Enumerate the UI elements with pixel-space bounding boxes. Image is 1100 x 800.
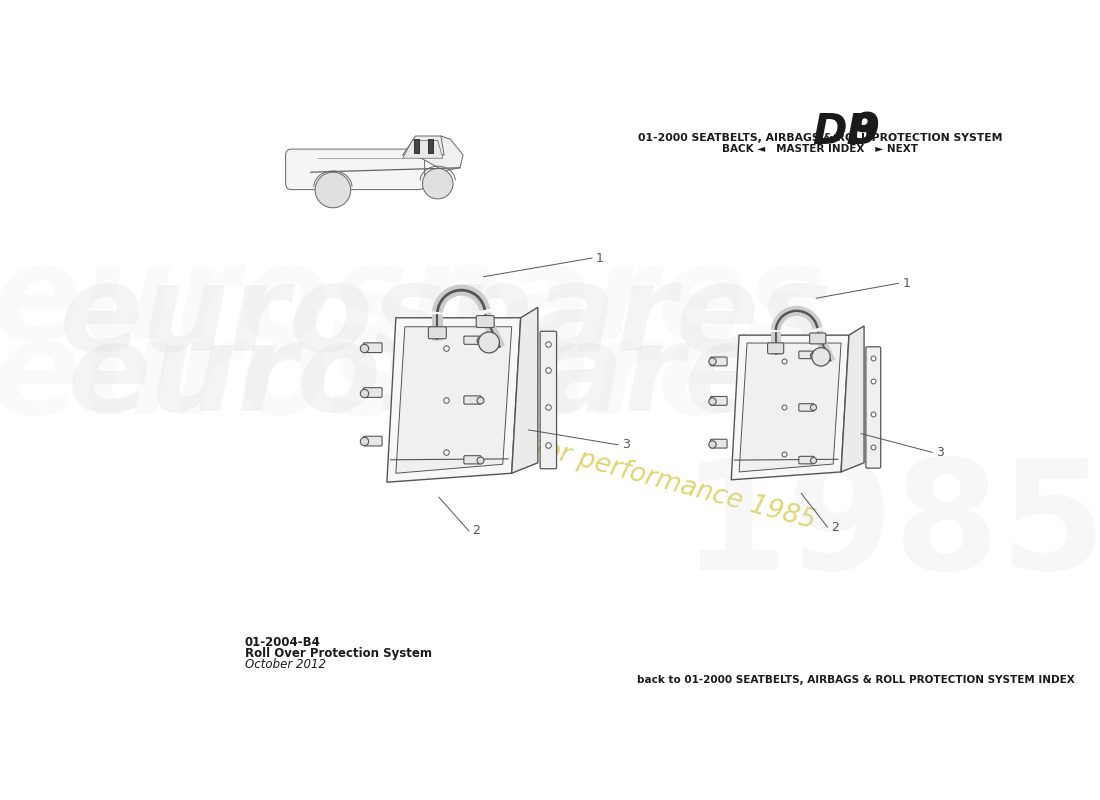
Polygon shape — [732, 335, 849, 480]
FancyBboxPatch shape — [711, 397, 727, 406]
Circle shape — [812, 348, 830, 366]
Text: 1: 1 — [902, 277, 910, 290]
Text: eurospares: eurospares — [0, 239, 826, 366]
Polygon shape — [512, 307, 538, 474]
Text: 3: 3 — [621, 438, 630, 451]
Text: 01-2004-B4: 01-2004-B4 — [244, 636, 320, 649]
Circle shape — [315, 172, 351, 208]
FancyBboxPatch shape — [363, 343, 382, 353]
FancyBboxPatch shape — [464, 456, 481, 464]
FancyBboxPatch shape — [866, 346, 881, 468]
FancyBboxPatch shape — [768, 343, 783, 354]
Text: 01-2000 SEATBELTS, AIRBAGS & ROLL PROTECTION SYSTEM: 01-2000 SEATBELTS, AIRBAGS & ROLL PROTEC… — [638, 134, 1002, 143]
Text: eurospares: eurospares — [59, 259, 833, 376]
Text: 2: 2 — [832, 521, 839, 534]
Circle shape — [478, 332, 499, 353]
Text: a passion for performance 1985: a passion for performance 1985 — [403, 400, 818, 534]
Text: 1: 1 — [596, 251, 604, 265]
Polygon shape — [396, 326, 512, 474]
Text: Roll Over Protection System: Roll Over Protection System — [244, 647, 431, 660]
FancyBboxPatch shape — [363, 436, 382, 446]
FancyBboxPatch shape — [540, 331, 557, 469]
Polygon shape — [739, 343, 842, 472]
FancyBboxPatch shape — [363, 388, 382, 398]
Polygon shape — [403, 141, 443, 158]
Polygon shape — [842, 326, 865, 472]
Polygon shape — [403, 136, 444, 155]
FancyBboxPatch shape — [711, 439, 727, 448]
Polygon shape — [387, 318, 520, 482]
Polygon shape — [416, 136, 463, 171]
Text: October 2012: October 2012 — [244, 658, 326, 671]
Text: 2: 2 — [473, 524, 481, 538]
Text: 1985: 1985 — [682, 453, 1100, 602]
Bar — [414, 139, 419, 153]
Text: DB: DB — [813, 110, 879, 153]
Text: back to 01-2000 SEATBELTS, AIRBAGS & ROLL PROTECTION SYSTEM INDEX: back to 01-2000 SEATBELTS, AIRBAGS & ROL… — [637, 675, 1075, 686]
FancyBboxPatch shape — [464, 396, 481, 404]
Bar — [428, 139, 433, 153]
FancyBboxPatch shape — [799, 456, 814, 464]
FancyBboxPatch shape — [711, 357, 727, 366]
Text: eurospares: eurospares — [0, 314, 826, 441]
FancyBboxPatch shape — [464, 336, 481, 344]
Circle shape — [422, 169, 453, 199]
FancyBboxPatch shape — [799, 404, 814, 411]
FancyBboxPatch shape — [810, 333, 826, 344]
FancyBboxPatch shape — [428, 326, 447, 338]
Text: 3: 3 — [936, 446, 944, 459]
FancyBboxPatch shape — [799, 351, 814, 358]
Text: 9: 9 — [850, 110, 879, 153]
FancyBboxPatch shape — [476, 315, 494, 327]
Text: eurospares: eurospares — [67, 319, 840, 436]
Text: BACK ◄   MASTER INDEX   ► NEXT: BACK ◄ MASTER INDEX ► NEXT — [722, 144, 918, 154]
FancyBboxPatch shape — [286, 149, 425, 190]
